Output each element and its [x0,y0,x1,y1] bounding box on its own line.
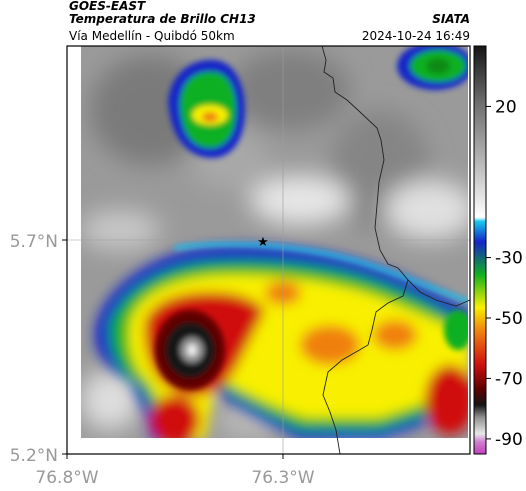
lon-tick-label: 76.3°W [251,468,314,488]
organization-label: SIATA [432,12,470,26]
product-title: Temperatura de Brillo CH13 [69,12,256,26]
colorbar-tick-label: -30 [495,249,523,269]
lat-tick-label: 5.7°N [10,232,58,252]
colorbar-tick-label: 20 [495,97,517,117]
department-border [321,46,409,454]
timestamp-label: 2024-10-24 16:49 [361,29,470,43]
colorbar: 20 -30 -50 -70 -90 [473,45,523,455]
region-subtitle: Vía Medellín - Quibdó 50km [69,29,235,43]
colorbar-tick-label: -50 [495,309,523,329]
satellite-source: GOES-EAST [69,0,146,13]
lon-tick-label: 76.8°W [35,468,98,488]
colorbar-tick-label: -90 [495,430,523,450]
department-border-east [407,279,470,307]
map-panel [67,46,470,454]
colorbar-tick-label: -70 [495,369,523,389]
star-icon: ★ [257,235,269,250]
colorbar-scale [473,45,487,455]
lat-tick-label: 5.2°N [10,446,58,466]
map-frame [66,45,471,455]
